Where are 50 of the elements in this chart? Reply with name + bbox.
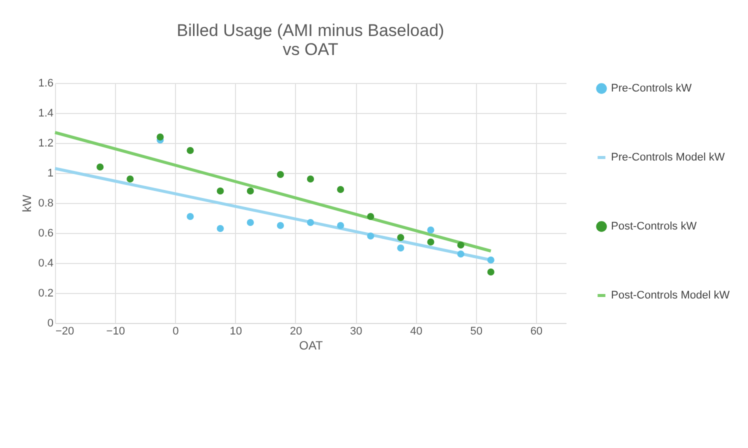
x-tick-label: 10 (230, 326, 242, 338)
point (276, 170, 284, 178)
point (427, 238, 434, 246)
point (457, 250, 464, 258)
point (276, 222, 284, 230)
point (337, 186, 344, 194)
x-tick-label: 40 (410, 326, 422, 338)
y-tick-label: 1.6 (38, 78, 54, 90)
point (306, 175, 314, 183)
point (216, 187, 224, 195)
point (397, 244, 404, 252)
point (246, 187, 254, 195)
y-tick-label: 0.6 (38, 228, 54, 240)
y-tick-label: 0 (47, 318, 54, 330)
x-tick-label: 0 (172, 326, 179, 338)
chart-title: Billed Usage (AMI minus Baseload) vs OAT (176, 21, 444, 59)
point (186, 212, 194, 220)
y-tick-label: 0.4 (38, 258, 54, 270)
point (216, 224, 224, 232)
legend-label: Pre-Controls kW (611, 82, 692, 94)
point (487, 256, 494, 264)
x-tick-label: 60 (530, 326, 543, 338)
y-tick-label: 0.2 (38, 288, 54, 300)
point (126, 175, 134, 183)
point (156, 133, 164, 141)
point (367, 212, 374, 220)
x-tick-label: −10 (106, 326, 125, 338)
point (487, 268, 494, 276)
x-tick-label: 30 (350, 326, 362, 338)
point (367, 232, 374, 240)
x-tick-label: 20 (290, 326, 302, 338)
y-axis-title: kW (20, 194, 34, 212)
point (246, 218, 254, 226)
legend-label: Post-Controls kW (611, 220, 698, 232)
y-tick-label: 0.8 (38, 198, 54, 210)
point (186, 146, 194, 154)
point (96, 163, 104, 171)
point (427, 226, 434, 234)
point (457, 241, 464, 249)
x-axis-title: OAT (299, 338, 324, 352)
legend-label: Pre-Controls Model kW (611, 152, 726, 164)
x-tick-label: 50 (470, 326, 482, 338)
point (397, 234, 404, 242)
y-tick-label: 1.2 (38, 138, 54, 150)
y-tick-label: 1 (47, 168, 54, 180)
point (337, 222, 344, 230)
y-tick-label: 1.4 (38, 108, 54, 120)
point (306, 218, 314, 226)
legend-label: Post-Controls Model kW (611, 290, 730, 302)
x-tick-label: −20 (56, 326, 74, 338)
